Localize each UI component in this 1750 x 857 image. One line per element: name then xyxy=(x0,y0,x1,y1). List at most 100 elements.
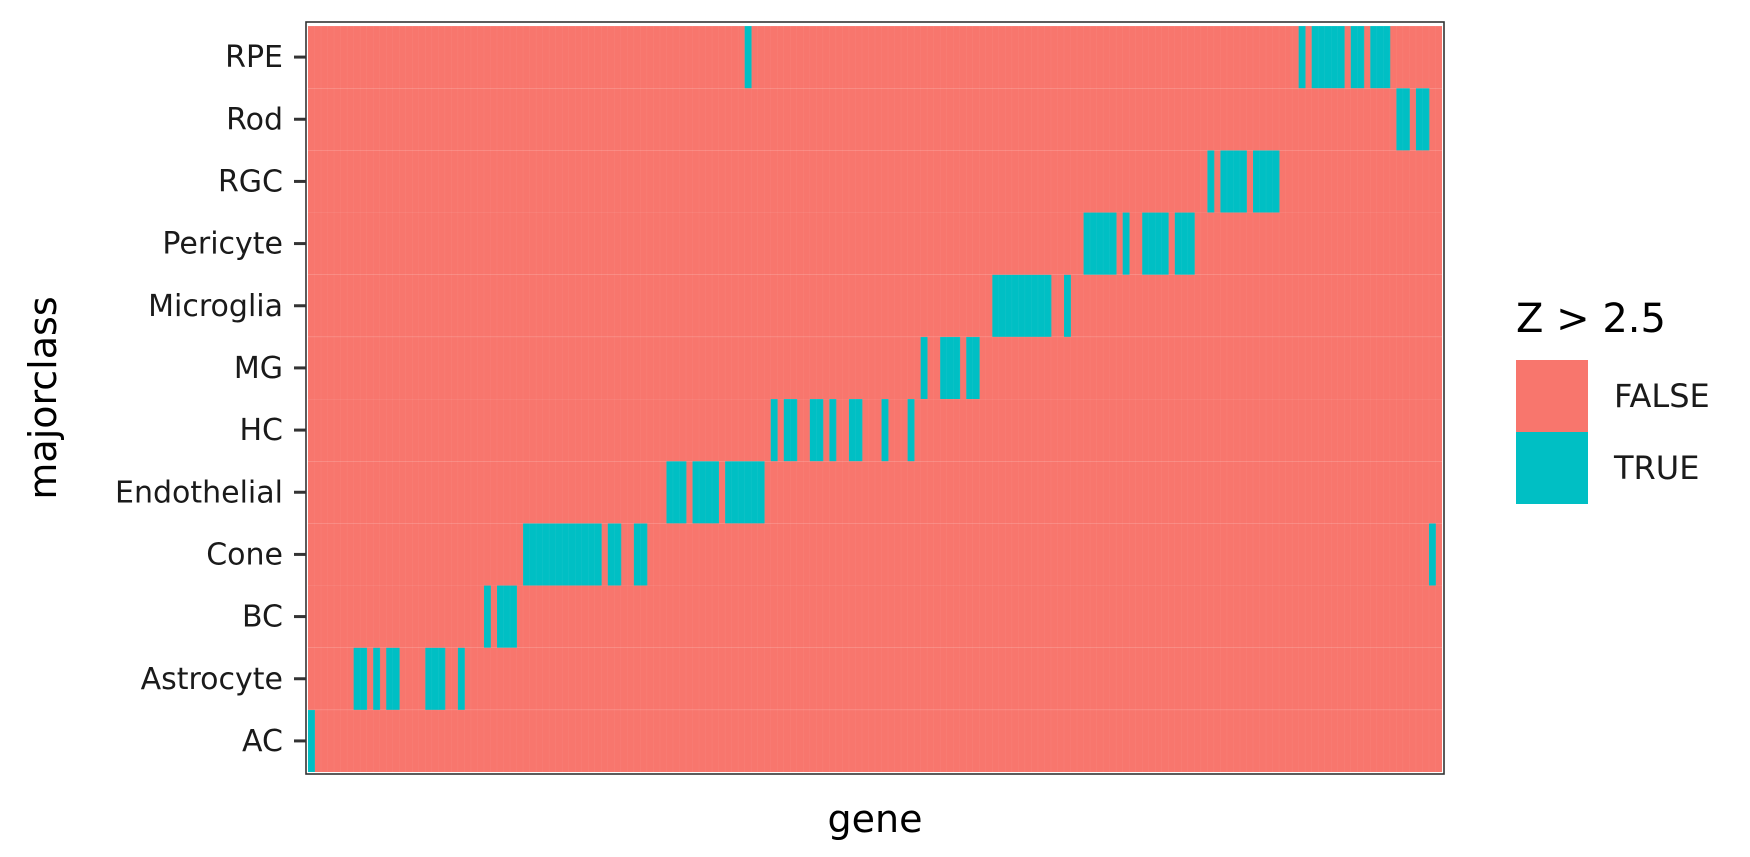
heatmap-cell-hc-78 xyxy=(816,399,824,462)
heatmap-cell-hc-83 xyxy=(848,399,856,462)
heatmap-cell-cone-172 xyxy=(1428,523,1436,586)
heatmap-cell-endothelial-66 xyxy=(738,461,746,524)
heatmap-cell-cone-41 xyxy=(575,523,583,586)
heatmap-cell-pericyte-119 xyxy=(1083,212,1091,275)
legend-swatch-true xyxy=(1516,432,1588,504)
heatmap-cell-hc-88 xyxy=(881,399,889,462)
heatmap-cell-rpe-158 xyxy=(1337,26,1345,89)
legend-label-false: FALSE xyxy=(1614,377,1710,415)
heatmap-cell-rpe-164 xyxy=(1376,26,1384,89)
y-axis-title: majorclass xyxy=(21,296,65,499)
heatmap-cell-cone-46 xyxy=(607,523,615,586)
heatmap-cell-endothelial-59 xyxy=(692,461,700,524)
heatmap-cell-rpe-161 xyxy=(1357,26,1365,89)
y-tick-label: BC xyxy=(242,600,283,635)
heatmap-cell-rpe-152 xyxy=(1298,26,1306,89)
y-tick-label: Pericyte xyxy=(162,227,283,262)
heatmap-cell-endothelial-61 xyxy=(705,461,713,524)
heatmap-cell-cone-37 xyxy=(549,523,557,586)
heatmap-cell-rgc-140 xyxy=(1220,150,1228,213)
heatmap-cell-cone-47 xyxy=(614,523,622,586)
legend-label-true: TRUE xyxy=(1613,449,1699,487)
heatmap-cell-astrocyte-20 xyxy=(438,647,446,710)
heatmap-row-rod xyxy=(308,88,1442,151)
heatmap-cell-cone-34 xyxy=(529,523,537,586)
heatmap-cell-rgc-148 xyxy=(1272,150,1280,213)
heatmap-cell-astrocyte-12 xyxy=(386,647,394,710)
heatmap-cell-pericyte-131 xyxy=(1161,212,1169,275)
heatmap-cell-rpe-163 xyxy=(1370,26,1378,89)
heatmap-cell-hc-80 xyxy=(829,399,837,462)
heatmap-cell-pericyte-128 xyxy=(1142,212,1150,275)
heatmap-cell-endothelial-68 xyxy=(751,461,759,524)
heatmap-cell-cone-38 xyxy=(555,523,563,586)
heatmap-cell-rgc-138 xyxy=(1207,150,1215,213)
heatmap-cell-rod-167 xyxy=(1396,88,1404,151)
heatmap-cell-hc-77 xyxy=(809,399,817,462)
heatmap-cell-endothelial-69 xyxy=(757,461,765,524)
heatmap-cell-rgc-147 xyxy=(1266,150,1273,213)
y-tick-label: AC xyxy=(242,724,283,759)
heatmap-cell-rpe-165 xyxy=(1383,26,1391,89)
heatmap-cell-rod-168 xyxy=(1402,88,1410,151)
heatmap-cell-pericyte-120 xyxy=(1090,212,1097,275)
y-tick-label: Rod xyxy=(226,102,283,137)
heatmap-cell-mg-98 xyxy=(946,336,954,399)
heatmap-cell-pericyte-123 xyxy=(1109,212,1117,275)
heatmap-cell-microglia-109 xyxy=(1018,274,1026,337)
heatmap-cell-rgc-142 xyxy=(1233,150,1241,213)
heatmap-cell-endothelial-65 xyxy=(731,461,739,524)
heatmap-cell-cone-42 xyxy=(581,523,589,586)
heatmap-cell-rgc-141 xyxy=(1226,150,1234,213)
heatmap-cell-rgc-143 xyxy=(1239,150,1247,213)
heatmap-cell-endothelial-55 xyxy=(666,461,674,524)
legend: Z > 2.5 FALSE TRUE xyxy=(1516,296,1710,504)
heatmap-cell-pericyte-134 xyxy=(1181,212,1189,275)
heatmap-cell-cone-50 xyxy=(633,523,641,586)
heatmap-cell-astrocyte-10 xyxy=(373,647,381,710)
y-tick-label: Microglia xyxy=(148,289,283,324)
heatmap-row-microglia xyxy=(308,274,1442,337)
heatmap-cell-pericyte-130 xyxy=(1155,212,1163,275)
heatmap-cell-endothelial-57 xyxy=(679,461,687,524)
heatmap-cell-pericyte-121 xyxy=(1096,212,1104,275)
heatmap-cell-endothelial-56 xyxy=(672,461,680,524)
heatmap-cell-microglia-113 xyxy=(1044,274,1052,337)
heatmap-cell-hc-73 xyxy=(783,399,791,462)
heatmap-cell-hc-71 xyxy=(770,399,778,462)
y-tick-label: HC xyxy=(239,413,283,448)
heatmap-cells xyxy=(308,25,1442,772)
heatmap-cell-microglia-110 xyxy=(1024,274,1032,337)
y-tick-label: RPE xyxy=(225,40,283,75)
heatmap-cell-bc-27 xyxy=(483,585,491,648)
y-tick-label: Astrocyte xyxy=(141,662,283,697)
heatmap-cell-cone-35 xyxy=(536,523,544,586)
heatmap-cell-mg-94 xyxy=(920,336,928,399)
heatmap-row-astrocyte xyxy=(308,647,1442,710)
heatmap-cell-microglia-116 xyxy=(1064,274,1071,337)
x-axis-title: gene xyxy=(828,797,923,841)
heatmap-cell-mg-97 xyxy=(940,336,948,399)
y-tick-label: RGC xyxy=(218,164,283,199)
heatmap-cell-hc-84 xyxy=(855,399,863,462)
heatmap-cell-cone-39 xyxy=(562,523,570,586)
heatmap-cell-bc-29 xyxy=(497,585,504,648)
heatmap-cell-cone-40 xyxy=(568,523,576,586)
legend-swatch-false xyxy=(1516,360,1588,432)
heatmap-row-mg xyxy=(308,336,1442,399)
heatmap-cell-mg-102 xyxy=(972,336,980,399)
heatmap-cell-cone-43 xyxy=(588,523,596,586)
heatmap-row-hc xyxy=(308,399,1442,462)
heatmap-cell-astrocyte-18 xyxy=(425,647,433,710)
heatmap-cell-rpe-156 xyxy=(1324,26,1332,89)
heatmap-cell-pericyte-122 xyxy=(1103,212,1111,275)
heatmap-cell-endothelial-64 xyxy=(725,461,733,524)
heatmap-cell-hc-74 xyxy=(790,399,798,462)
heatmap-row-pericyte xyxy=(308,212,1442,275)
heatmap-cell-microglia-107 xyxy=(1005,274,1013,337)
heatmap-cell-rpe-157 xyxy=(1331,26,1339,89)
heatmap-cell-pericyte-135 xyxy=(1187,212,1195,275)
heatmap-cell-cone-36 xyxy=(542,523,550,586)
heatmap-cell-cone-44 xyxy=(594,523,602,586)
